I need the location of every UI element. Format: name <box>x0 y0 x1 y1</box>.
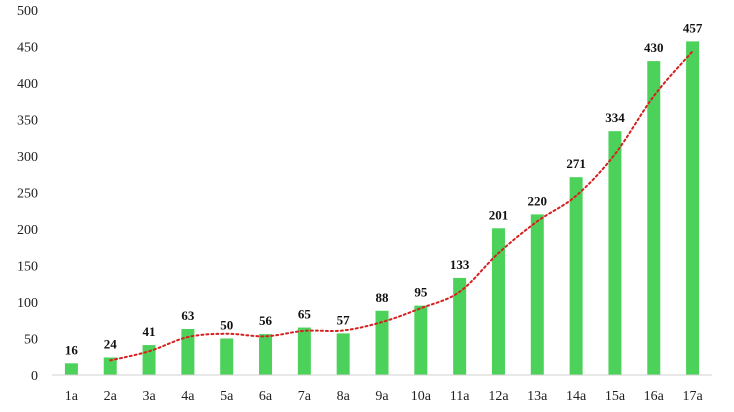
x-tick-label: 16a <box>644 389 665 404</box>
x-tick-label: 12a <box>488 389 509 404</box>
y-tick-label: 200 <box>17 223 38 238</box>
bars <box>64 41 700 375</box>
y-tick-label: 350 <box>17 114 38 129</box>
data-label: 95 <box>414 285 428 300</box>
y-tick-label: 250 <box>17 187 38 202</box>
data-label: 24 <box>104 336 118 351</box>
data-label: 201 <box>489 207 509 222</box>
x-tick-label: 17a <box>682 389 703 404</box>
x-tick-label: 7a <box>298 389 312 404</box>
x-tick-label: 1a <box>65 389 79 404</box>
x-tick-label: 9a <box>375 389 389 404</box>
bar-12a <box>491 228 505 375</box>
data-label: 57 <box>337 312 351 327</box>
bar-6a <box>259 334 273 375</box>
bar-13a <box>530 214 544 375</box>
y-tick-label: 100 <box>17 296 38 311</box>
bar-11a <box>453 277 467 375</box>
y-tick-label: 300 <box>17 150 38 165</box>
y-tick-label: 500 <box>17 4 38 19</box>
x-tick-label: 8a <box>337 389 351 404</box>
data-label: 63 <box>181 308 195 323</box>
bar-16a <box>647 61 661 375</box>
trendline-group <box>109 50 694 362</box>
bar-9a <box>375 310 389 375</box>
y-tick-label: 450 <box>17 41 38 56</box>
x-tick-label: 14a <box>566 389 587 404</box>
data-label: 41 <box>143 324 156 339</box>
y-axis: 0 50 100 150 200 250 300 350 400 450 500 <box>17 4 38 384</box>
x-tick-label: 10a <box>411 389 432 404</box>
bar-15a <box>608 131 622 375</box>
data-label: 65 <box>298 307 312 322</box>
data-label: 50 <box>220 318 233 333</box>
bar-4a <box>181 329 195 375</box>
y-tick-label: 150 <box>17 260 38 275</box>
bar-5a <box>220 338 234 375</box>
y-tick-label: 0 <box>31 369 38 384</box>
x-tick-label: 13a <box>527 389 548 404</box>
trendline <box>109 50 694 362</box>
data-label: 16 <box>65 342 79 357</box>
x-tick-label: 15a <box>605 389 626 404</box>
x-tick-label: 3a <box>142 389 156 404</box>
x-axis: 1a 2a 3a 4a 5a 6a 7a 8a 9a 10a 11a 12a 13a 14a 15a 16a 1… <box>52 374 712 404</box>
bar-2a <box>103 357 117 375</box>
bar-8a <box>336 333 350 375</box>
data-label: 133 <box>450 257 470 272</box>
x-tick-label: 5a <box>220 389 234 404</box>
data-labels: 16 24 41 63 50 56 65 57 88 95 133 201 220 271 334 430 45… <box>65 20 703 357</box>
y-tick-label: 400 <box>17 77 38 92</box>
x-tick-label: 6a <box>259 389 273 404</box>
x-tick-label: 11a <box>450 389 470 404</box>
data-label: 88 <box>376 290 390 305</box>
data-label: 56 <box>259 313 273 328</box>
bar-1a <box>64 363 78 375</box>
x-tick-label: 4a <box>181 389 195 404</box>
data-label: 334 <box>605 110 625 125</box>
bar-10a <box>414 305 428 375</box>
data-label: 271 <box>566 156 586 171</box>
bar-7a <box>297 327 311 375</box>
y-tick-label: 50 <box>24 333 38 348</box>
data-label: 220 <box>528 193 548 208</box>
x-tick-label: 2a <box>104 389 118 404</box>
data-label: 457 <box>683 20 703 35</box>
data-label: 430 <box>644 40 664 55</box>
bar-17a <box>686 41 700 375</box>
bar-14a <box>569 177 583 375</box>
